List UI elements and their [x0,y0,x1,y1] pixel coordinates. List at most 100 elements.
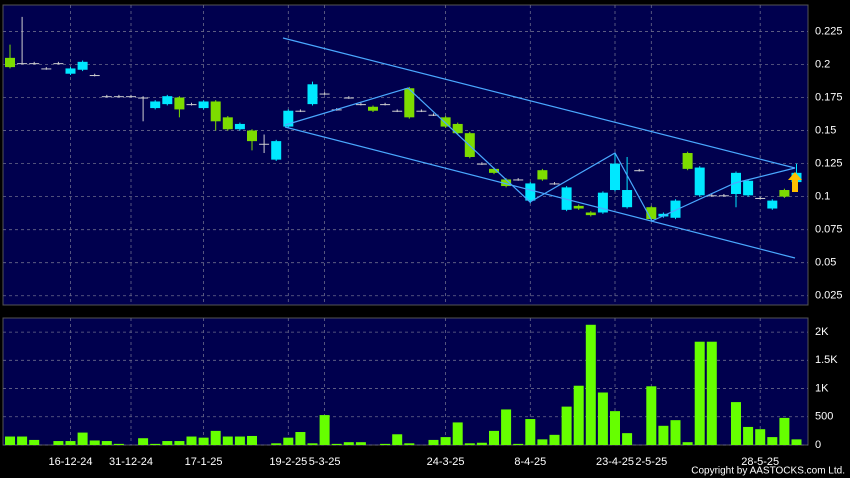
copyright: Copyright by AASTOCKS.com Ltd. [691,466,845,477]
volume-bar [355,442,366,445]
volume-bar [767,437,778,445]
candle-body [5,57,15,68]
volume-bar [65,441,76,445]
candle-body [53,63,64,65]
volume-bar [186,436,197,445]
candle-body [234,123,245,130]
candle-body [622,190,633,208]
volume-bar [234,436,245,445]
x-tick-label: 19-2-25 [269,456,307,468]
volume-bar [29,439,40,445]
candle-body [718,195,729,197]
candle-body [392,110,403,112]
candle-body [17,63,28,65]
x-tick-label: 2-5-25 [635,456,667,468]
x-tick-label: 17-1-25 [185,456,223,468]
volume-bar [549,434,560,445]
candle-body [646,207,657,220]
channel-lower [284,126,796,259]
volume-bar [731,402,741,445]
y-tick-label: 0.075 [815,224,843,236]
candle-body [779,190,790,197]
candle-body [113,96,124,98]
candle-body [476,163,487,165]
candle-body [501,179,512,187]
volume-bar [452,422,463,445]
volume-bar [138,438,149,445]
volume-bar [501,409,512,445]
y-tick-label: 0 [815,439,821,451]
candle-body [29,63,40,65]
volume-panel [2,317,809,446]
candle-body [198,101,209,109]
candle-body [743,180,754,196]
candle-body [549,183,560,185]
volume-bar [17,436,28,445]
x-tick-label: 23-4-25 [596,456,634,468]
volume-bar [380,443,391,445]
volume-bar [464,443,475,445]
volume-bar [174,441,185,445]
y-tick-label: 0.025 [815,290,843,302]
volume-bar [331,443,342,445]
volume-bar [694,341,705,445]
candle-body [731,172,741,194]
volume-bar [247,435,257,445]
volume-bar [561,406,572,445]
candle-body [295,110,306,112]
volume-bar [525,419,536,445]
candle-body [610,163,620,191]
volume-bar [476,442,487,445]
arrow-icon [788,172,802,192]
volume-bar [5,436,15,445]
volume-bar [113,443,124,445]
volume-bar [670,420,681,445]
volume-bar [428,439,439,445]
candle-body [440,117,451,127]
candle-body [138,97,149,99]
volume-bar [755,429,766,445]
candle-body [561,187,572,210]
candle-body [343,97,354,99]
candle-body [186,104,197,106]
candle-body [706,195,717,197]
y-tick-label: 1K [815,382,829,394]
candle-body [585,212,596,216]
volume-bar [222,436,233,445]
y-tick-label: 0.175 [815,91,843,103]
x-tick-label: 31-12-24 [109,456,153,468]
channel-upper [282,37,796,169]
volume-bar [392,434,403,445]
candle-body [694,167,705,196]
x-tick-label: 24-3-25 [427,456,465,468]
marks [5,16,802,445]
candle-body [682,153,693,169]
y-tick-label: 0.125 [815,157,843,169]
candle-body [222,117,233,130]
volume-bar [573,385,584,445]
volume-bar [295,432,306,445]
candle-body [247,130,257,142]
volume-bar [150,443,161,445]
y-tick-label: 0.1 [815,191,830,203]
candle-body [368,106,378,111]
grid [3,5,808,446]
volume-bar [210,430,221,445]
x-tick-label: 5-3-25 [309,456,341,468]
volume-bar [791,439,802,445]
volume-bar [404,443,415,445]
candle-body [525,183,536,201]
candle-body [210,101,221,122]
x-tick-label: 28-5-25 [741,456,779,468]
candle-body [428,114,439,116]
volume-bar [101,441,112,445]
candle-body [355,104,366,106]
volume-bar [743,426,754,445]
candle-body [101,96,112,98]
volume-bar [271,443,282,445]
candle-body [307,84,318,105]
y-tick-label: 500 [815,411,833,423]
volume-bar [77,432,88,445]
candle-body [319,93,330,95]
